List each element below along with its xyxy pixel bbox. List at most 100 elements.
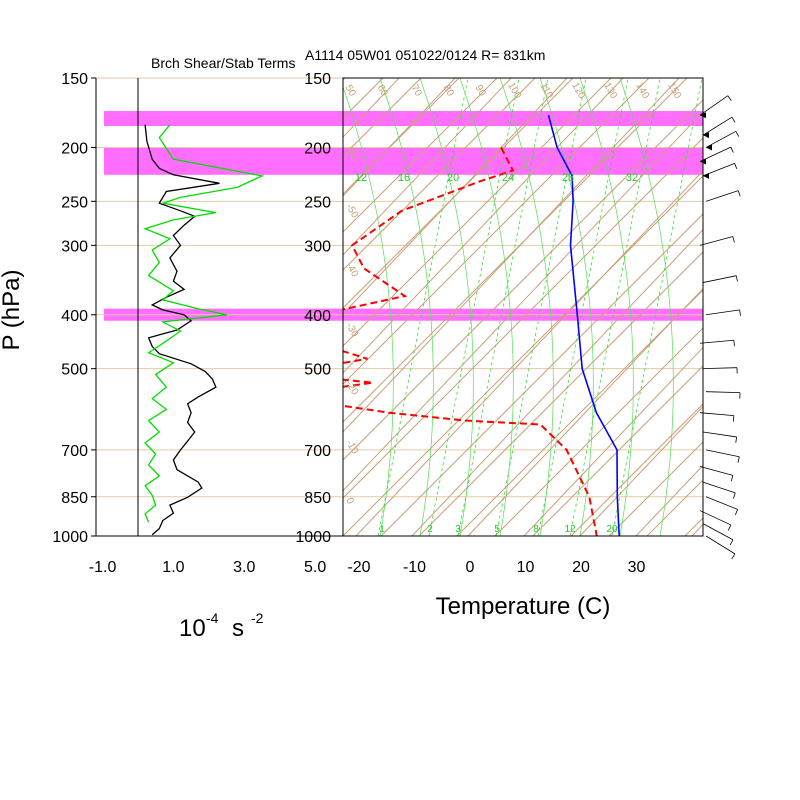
right-y-tick-labels: 150 200 250 300 400 500 700 850 1000 (295, 71, 331, 546)
dry-adiabat-aux (116, 78, 125, 536)
x-axis-title-units: 10 -4 s -2 (179, 610, 264, 642)
right-y-tick-label: 1000 (295, 529, 331, 546)
mixing-ratio-bottom-label: 2 (427, 524, 433, 535)
wind-barb-flag (700, 112, 706, 119)
moist-adiabat-line (459, 78, 514, 536)
dry-adiabat-label: 100 (505, 81, 523, 101)
mixing-ratio-top-label: 16 (398, 172, 410, 184)
left-x-tick-label: 3.0 (233, 559, 255, 576)
dewpoint-profile-line (343, 147, 598, 536)
moist-adiabat-line (379, 78, 434, 536)
left-panel-title: Brch Shear/Stab Terms (151, 55, 295, 71)
wind-barb-flag (703, 172, 709, 179)
mixing-ratio-top-label: 28 (562, 172, 574, 184)
units-exp: -4 (206, 610, 219, 626)
left-series-group (143, 124, 265, 536)
right-y-tick-label: 300 (304, 238, 331, 255)
right-x-tick-label: 30 (628, 559, 646, 576)
dry-adiabat-aux (230, 78, 239, 536)
skew-t-series-group (343, 114, 620, 536)
mixing-ratio-bottom-label: 3 (455, 524, 461, 535)
isotherm-line (579, 405, 703, 536)
mixing-ratio-line (537, 78, 629, 536)
right-x-tick-labels: -20 -10 0 10 20 30 (347, 559, 645, 576)
dry-adiabat-line (761, 78, 800, 536)
left-y-tick-label: 700 (61, 443, 88, 460)
wind-barb-feather (739, 309, 741, 316)
wind-barb-feather (731, 553, 736, 560)
temperature-profile-line (547, 114, 620, 536)
dry-adiabat-line (343, 137, 703, 499)
dry-adiabat-line (418, 251, 703, 536)
wind-barb-feather (727, 95, 732, 101)
dry-adiabat-line (343, 78, 574, 309)
dry-adiabat-line (343, 175, 703, 536)
wind-barb-feather (734, 163, 738, 170)
mixing-ratio-bottom-label: 20 (606, 524, 618, 535)
wind-barb-shaft (702, 523, 734, 541)
right-panel-title: A1114 05W01 051022/0124 R= 831km (305, 47, 545, 63)
wind-barb-shaft (702, 367, 737, 370)
wind-barb-shaft (705, 496, 738, 510)
wind-barb-feather (732, 415, 735, 422)
dry-adiabat-line (343, 78, 346, 81)
wind-barb-feather (737, 456, 740, 463)
wind-barb-shaft (705, 190, 739, 202)
units-base: 10 (179, 615, 206, 642)
moist-adiabat-line (539, 78, 594, 536)
dry-adiabat-line (343, 78, 460, 195)
right-x-tick-label: 10 (517, 559, 535, 576)
wind-barb-feather (735, 509, 738, 516)
dry-adiabat-line (343, 78, 536, 271)
skew-t-frame (342, 77, 704, 537)
wind-barb-feather (730, 475, 734, 482)
skew-t-background (0, 78, 800, 536)
wind-barb-flag (703, 132, 709, 139)
right-x-tick-label: 0 (466, 559, 475, 576)
mixing-ratio-top-label: 32 (626, 172, 638, 184)
wind-barb-shaft (705, 391, 740, 394)
shear-stability-panel: 150 200 250 300 400 500 700 850 1000 -1.0 1.0 3.0 5… (52, 55, 343, 576)
isotherm-line (411, 228, 703, 536)
isotherm-line (343, 78, 680, 433)
highlight-band (104, 111, 703, 127)
dry-adiabat-label: 70 (409, 83, 424, 99)
dry-adiabat-label: 80 (441, 83, 456, 99)
isotherm-line (0, 78, 287, 536)
units-s-exp: -2 (251, 610, 264, 626)
left-y-tick-label: 150 (61, 71, 88, 88)
isotherm-line (748, 78, 800, 536)
isotherm-edge-label: 0 (343, 496, 356, 507)
mixing-ratio-top-label: 12 (355, 172, 367, 184)
wind-barb-feather (730, 146, 734, 153)
right-y-tick-label: 250 (304, 194, 331, 211)
isotherm-edge-label: -30 (343, 321, 360, 339)
left-y-tick-label: 850 (61, 490, 88, 507)
wind-barb-shaft (699, 466, 733, 476)
dry-adiabat-label: 120 (569, 81, 587, 101)
wind-barb-shaft (699, 412, 734, 417)
moist-adiabat-line (579, 78, 634, 536)
right-y-tick-label: 700 (304, 443, 331, 460)
dry-adiabat-line (343, 78, 498, 233)
wind-barb-shaft (702, 431, 737, 438)
mixing-ratio-bottom-label: 12 (564, 524, 576, 535)
wind-barb-feather (729, 539, 734, 546)
mixing-ratio-line (428, 78, 520, 536)
left-y-tick-label: 400 (61, 308, 88, 325)
dry-adiabat-label: 50 (343, 83, 358, 99)
dry-adiabat-line (343, 99, 703, 461)
shear-stability-green-line (143, 124, 265, 523)
wind-barb-feather (733, 340, 735, 347)
left-y-tick-labels: 150 200 250 300 400 500 700 850 1000 (52, 71, 88, 546)
mixing-ratio-top-label: 20 (447, 172, 459, 184)
right-y-tick-label: 400 (304, 308, 331, 325)
isotherm-line (343, 78, 512, 256)
dry-adiabat-line (723, 78, 800, 536)
wind-barb-feather (731, 117, 736, 123)
mixing-ratio-bottom-label: 8 (533, 524, 539, 535)
mixing-ratio-line (569, 78, 661, 536)
wind-barb-feather (735, 131, 740, 137)
wind-barb-feather (737, 190, 741, 197)
